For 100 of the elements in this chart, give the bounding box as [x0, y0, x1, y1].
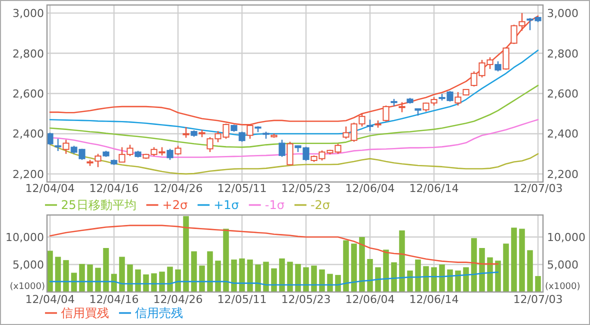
bar	[167, 266, 173, 292]
bar	[311, 266, 317, 292]
bar	[199, 266, 205, 292]
bar	[295, 264, 301, 292]
bar	[55, 256, 61, 292]
bar	[127, 264, 133, 292]
y-tick-label: 2,600	[12, 88, 44, 100]
x-tick-label: 12/05/23	[281, 182, 331, 195]
y2-tick-label: 10,000	[547, 231, 586, 244]
candlestick	[382, 104, 390, 122]
candlestick	[166, 148, 174, 160]
bar	[271, 268, 277, 292]
y2-tick-label: 2,800	[547, 47, 578, 60]
bar	[319, 269, 325, 292]
bar	[375, 267, 381, 292]
bar	[215, 260, 221, 292]
bar	[343, 240, 349, 292]
bar	[519, 228, 525, 292]
x-tick-label: 12/04/26	[153, 293, 203, 306]
x-tick-label: 12/05/23	[281, 293, 331, 306]
bar	[503, 244, 509, 292]
candlestick	[94, 153, 102, 168]
y-tick-label: 2,200	[12, 168, 44, 181]
bar	[383, 250, 389, 292]
candlestick	[174, 145, 182, 156]
x-tick-label: 12/06/14	[409, 293, 459, 306]
bar	[447, 269, 453, 292]
candlestick	[238, 131, 246, 142]
bar	[439, 264, 445, 292]
candlestick	[454, 91, 462, 106]
x-tick-label: 12/05/11	[217, 182, 267, 195]
bar	[399, 230, 405, 292]
bar	[71, 272, 77, 292]
candlestick	[502, 46, 510, 70]
bar	[175, 269, 181, 292]
bar	[63, 260, 69, 292]
bar	[135, 269, 141, 292]
bar	[103, 248, 109, 292]
legend-label: 信用買残	[61, 306, 109, 320]
x-tick-label: 12/04/04	[25, 182, 75, 195]
candlestick	[366, 119, 374, 132]
legend-label: +2σ	[162, 198, 188, 212]
y2-axis-title: (x1000)	[545, 282, 580, 292]
bar	[471, 238, 477, 292]
bar	[191, 251, 197, 292]
bar	[263, 262, 269, 292]
bar	[279, 258, 285, 292]
bar	[391, 262, 397, 292]
bar	[95, 268, 101, 292]
bar	[527, 250, 533, 292]
bar	[151, 273, 157, 292]
bar	[327, 274, 333, 292]
candlestick	[182, 126, 190, 138]
x-tick-label: 12/06/14	[409, 182, 459, 195]
bar	[455, 270, 461, 292]
candlestick	[286, 141, 294, 166]
bar	[111, 274, 117, 292]
legend-label: 25日移動平均	[61, 198, 136, 212]
legend-label: +1σ	[214, 198, 240, 212]
x-tick-label: 12/06/04	[345, 182, 395, 195]
y2-tick-label: 5,000	[547, 258, 578, 272]
line-series	[49, 144, 539, 175]
y2-tick-label: 2,200	[547, 168, 578, 181]
bar	[119, 256, 125, 292]
bar	[423, 266, 429, 292]
bar	[231, 260, 237, 292]
bar	[415, 260, 421, 292]
x-tick-label: 12/04/04	[25, 293, 75, 306]
y-tick-label: 3,000	[12, 7, 44, 20]
x-tick-label: 12/04/26	[153, 182, 203, 195]
line-series	[49, 224, 499, 265]
candlestick	[46, 132, 54, 146]
bar	[303, 267, 309, 292]
bar	[511, 228, 517, 292]
bar	[247, 260, 253, 292]
bar	[535, 276, 541, 292]
y-tick-label: 5,000	[12, 258, 44, 272]
x-tick-label: 12/04/16	[89, 182, 139, 195]
x-tick-label: 12/06/04	[345, 293, 395, 306]
bar	[255, 264, 261, 292]
y-tick-label: 2,800	[12, 47, 44, 60]
bar	[479, 248, 485, 292]
x-tick-label: 12/05/11	[217, 293, 267, 306]
y-axis-title: (x1000)	[10, 282, 45, 292]
bar	[463, 267, 469, 292]
bar	[431, 267, 437, 292]
x-tick-label: 12/07/03	[513, 293, 563, 306]
bar	[487, 257, 493, 292]
bar	[79, 264, 85, 292]
bar	[495, 260, 501, 292]
candlestick	[62, 139, 70, 154]
bar	[223, 228, 229, 292]
bar	[47, 250, 53, 292]
legend-label: -1σ	[264, 198, 285, 212]
x-tick-label: 12/07/03	[513, 182, 563, 195]
legend-label: -2σ	[310, 198, 330, 212]
bar	[159, 272, 165, 292]
bar	[207, 251, 213, 292]
x-tick-label: 12/04/16	[89, 293, 139, 306]
bar	[87, 264, 93, 292]
